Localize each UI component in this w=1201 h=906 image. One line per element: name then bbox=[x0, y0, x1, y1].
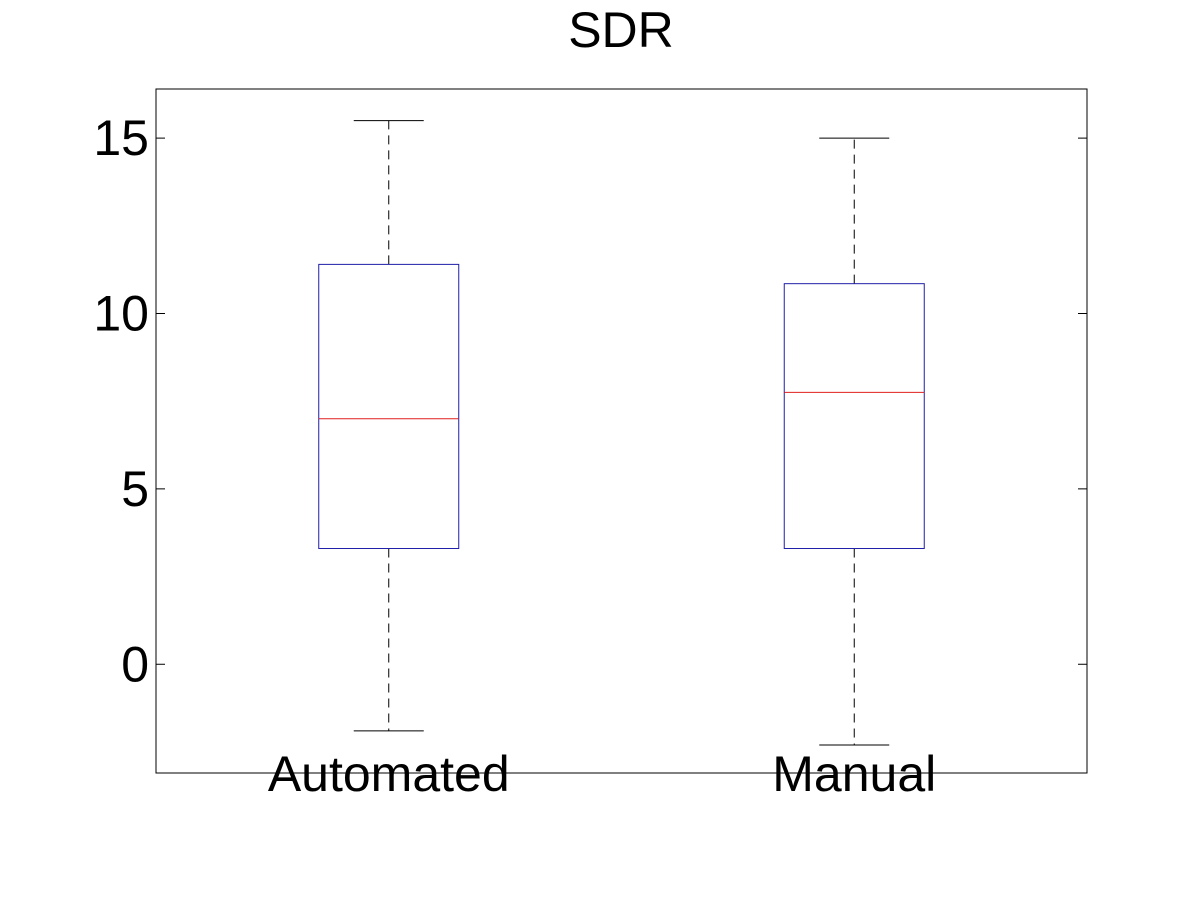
y-tick-label: 5 bbox=[121, 461, 149, 517]
iqr-box bbox=[318, 263, 460, 550]
x-category-label: Automated bbox=[268, 746, 510, 802]
axes-frame bbox=[155, 88, 1088, 774]
y-tick-label: 15 bbox=[93, 110, 149, 166]
chart-title: SDR bbox=[568, 2, 674, 58]
y-tick-label: 10 bbox=[93, 285, 149, 341]
plot-area: 0 5 10 15 Automated Manual bbox=[93, 110, 1087, 802]
y-tick-label: 0 bbox=[121, 636, 149, 692]
x-category-label: Manual bbox=[772, 746, 936, 802]
iqr-box bbox=[783, 283, 925, 550]
